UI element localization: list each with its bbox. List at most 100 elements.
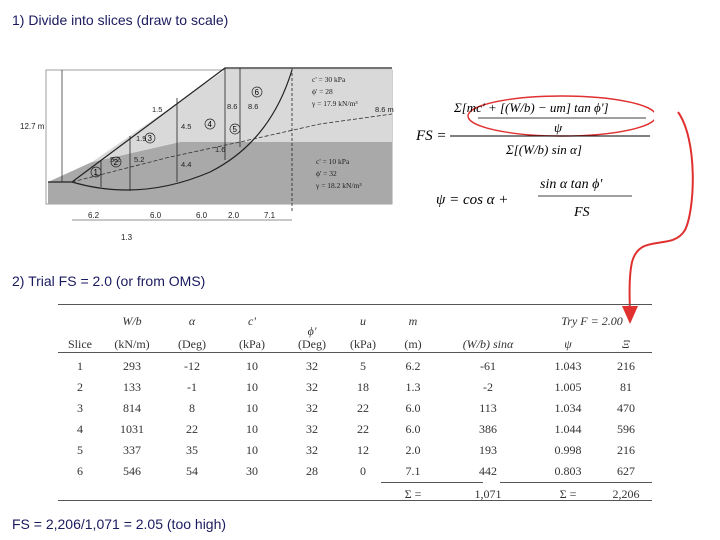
table-cell: 54 [186,464,198,478]
slice-height: 1.5 [152,105,162,114]
table-cell: 32 [306,380,318,394]
table-cell: (Deg) [298,337,326,351]
table-cell: 7.1 [405,464,421,478]
step1-heading: 1) Divide into slices (draw to scale) [12,12,229,28]
sum-value: 2,206 [612,487,640,501]
table-cell: (kN/m) [114,337,150,351]
slice-height: 8.6 m [375,105,394,114]
table-cell: 8 [189,401,195,415]
table-cell: 0 [360,464,366,478]
formula-denominator: Σ[(W/b) sin α] [505,142,582,157]
try-label: Try F = 2.00 [561,314,623,328]
table-cell: (Deg) [178,337,206,351]
svg-text:2: 2 [114,158,119,167]
table-cell: (kPa) [350,337,376,351]
table-cell: (W/b) sinα [462,337,514,351]
table-top-rule [58,304,652,305]
table-cell: 10 [246,380,258,394]
table-cell: -1 [187,380,197,394]
table-cell: 627 [617,464,635,478]
svg-text:1: 1 [94,168,99,177]
slice-height: 5.2 [110,155,120,164]
table-header-top: W/b α c' ϕ' u m Try F = 2.00 [58,311,652,338]
col-header: m [408,314,418,328]
table-cell: 2 [77,380,83,394]
width-label: 6.0 [196,211,208,220]
svg-text:5: 5 [233,125,238,134]
col-header: W/b [122,314,142,328]
slice-number-2: 2 [110,156,122,168]
table-bottom-rule [58,500,652,501]
table-row: 4 1031 22 10 32 22 6.0 386 1.044 596 [58,419,652,439]
upper-layer-prop: c' = 30 kPa [312,75,346,84]
table-cell: 10 [246,401,258,415]
upper-layer-prop: ϕ' = 28 [312,87,333,96]
upper-layer-prop: γ = 17.9 kN/m³ [311,99,358,108]
table-cell: 1.043 [554,359,582,373]
height-label: 12.7 m [20,122,45,131]
table-cell: -12 [184,359,200,373]
width-label: 7.1 [264,211,276,220]
table-cell: Slice [68,337,92,351]
slice-height: 4.4 [181,160,191,169]
table-cell: 30 [246,464,258,478]
formula-psi: ψ [554,120,563,135]
table-cell: 1.034 [554,401,582,415]
sum-label: Σ = [404,487,422,501]
table-cell: 6 [77,464,83,478]
table-row: 2 133 -1 10 32 18 1.3 -2 1.005 81 [58,377,652,397]
table-cell: 4 [77,422,83,436]
lower-layer-prop: c' = 10 kPa [316,157,350,166]
result-heading: FS = 2,206/1,071 = 2.05 (too high) [12,516,227,532]
table-cell: 32 [306,359,318,373]
svg-text:4: 4 [208,120,213,129]
table-cell: 5 [360,359,366,373]
table-cell: 10 [246,359,258,373]
upper-soil-layer [92,70,392,162]
table-cell: 1.3 [405,380,421,394]
table-cell: 216 [617,359,635,373]
table-cell: 133 [123,380,141,394]
slip-surface [71,69,293,191]
psi-numerator: sin α tan ϕ' [540,177,603,192]
ground-surface [48,67,392,183]
table-cell: 337 [123,443,141,457]
table-header-rule [58,352,652,353]
slice-height: 4.5 [181,122,191,131]
table-cell: Ξ [622,337,630,351]
table-cell: 442 [479,464,497,478]
slice-height: 8.6 [227,102,237,111]
table-cell: 81 [620,380,632,394]
table-cell: 216 [617,443,635,457]
slice-number-6: 6 [251,86,263,98]
col-header: α [188,314,196,328]
table-cell: 22 [357,422,369,436]
table-cell: 1.044 [554,422,582,436]
bottom-width-label: 1.3 [121,233,133,242]
highlight-arrow [622,111,694,324]
sum-label: Σ = [559,487,577,501]
table-cell: 386 [479,422,497,436]
table-cell: 2.0 [405,443,421,457]
svg-text:3: 3 [148,134,153,143]
lower-layer-prop: γ = 18.2 kN/m³ [315,181,362,190]
table-header-bottom: Slice (kN/m) (Deg) (kPa) (Deg) (kPa) (m)… [58,334,652,354]
table-cell: 32 [306,443,318,457]
width-label: 2.0 [228,211,240,220]
slice-height: 8.6 [248,102,258,111]
table-cell: 10 [246,422,258,436]
table-cell: 1 [77,359,83,373]
table-row: 3 814 8 10 32 22 6.0 113 1.034 470 [58,398,652,418]
table-row: 6 546 54 30 28 0 7.1 442 0.803 627 [58,461,652,481]
table-cell: 6.0 [405,401,421,415]
slice-height: 1.9 [136,134,146,143]
step2-heading: 2) Trial FS = 2.0 (or from OMS) [12,273,206,289]
table-row: 5 337 35 10 32 12 2.0 193 0.998 216 [58,440,652,460]
fs-lhs: FS = [415,128,447,144]
table-cell: 28 [306,464,318,478]
table-cell: 5 [77,443,83,457]
table-cell: 1031 [120,422,144,436]
width-label: 6.0 [150,211,162,220]
formula-numerator: Σ[mc' + [(W/b) − um] tan ϕ'] [453,100,609,115]
table-cell: -2 [483,380,493,394]
